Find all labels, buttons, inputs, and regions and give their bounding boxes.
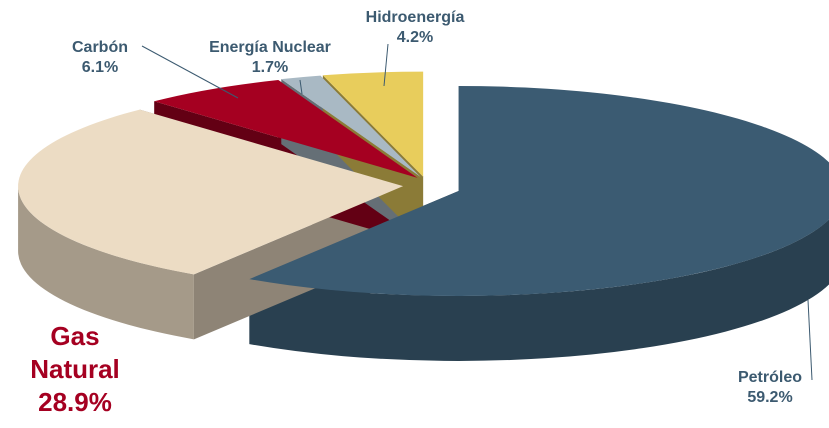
label-name: Hidroenergía: [365, 9, 465, 26]
slice-wall: [249, 219, 829, 361]
label-value: 1.7%: [251, 59, 289, 76]
label-value: 28.9%: [38, 387, 112, 417]
label-name: Gas Natural: [30, 321, 120, 384]
leader-line: [141, 45, 239, 99]
leader-line: [807, 299, 813, 381]
label-name: Petróleo: [737, 369, 802, 386]
slice-label: Carbón 6.1%: [50, 38, 150, 78]
slice-label: Hidroenergía 4.2%: [355, 8, 475, 48]
slice: [322, 71, 424, 177]
label-name: Energía Nuclear: [209, 39, 331, 56]
leader-line: [383, 43, 389, 87]
slice: [18, 109, 404, 275]
label-value: 59.2%: [747, 389, 793, 406]
slice: [249, 85, 829, 296]
label-name: Carbón: [72, 39, 128, 56]
label-value: 4.2%: [396, 29, 434, 46]
slice-label: Petróleo 59.2%: [725, 368, 815, 408]
slice-label: Energía Nuclear 1.7%: [195, 38, 345, 78]
slice-label: Gas Natural 28.9%: [15, 320, 135, 419]
slice-wall: [18, 186, 194, 340]
slice: [281, 75, 421, 178]
leader-line: [299, 79, 303, 95]
label-value: 6.1%: [81, 59, 119, 76]
slice: [154, 80, 418, 178]
